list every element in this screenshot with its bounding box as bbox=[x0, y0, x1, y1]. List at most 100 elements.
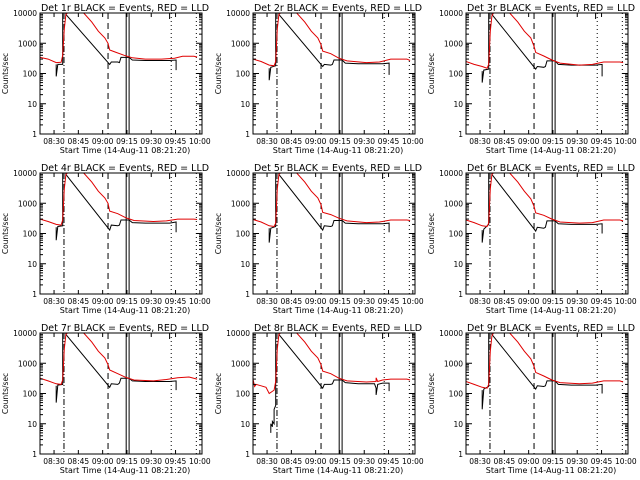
events-series bbox=[270, 333, 390, 433]
x-axis-label: Start Time (14-Aug-11 08:21:20) bbox=[273, 466, 404, 475]
y-tick-label: 100 bbox=[449, 70, 464, 79]
x-tick-label: 09:30 bbox=[353, 297, 375, 306]
x-tick-label: 10:00 bbox=[615, 457, 637, 466]
x-tick-label: 09:15 bbox=[329, 457, 351, 466]
lld-series bbox=[466, 333, 624, 389]
panel-title: Det 8r BLACK = Events, RED = LLD bbox=[254, 323, 422, 334]
x-axis-label: Start Time (14-Aug-11 08:21:20) bbox=[486, 466, 617, 475]
x-tick-label: 09:45 bbox=[591, 457, 613, 466]
x-tick-label: 09:15 bbox=[116, 297, 138, 306]
x-axis-label: Start Time (14-Aug-11 08:21:20) bbox=[60, 466, 191, 475]
y-tick-label: 10000 bbox=[439, 169, 463, 178]
y-tick-label: 1000 bbox=[18, 39, 37, 48]
y-tick-label: 1000 bbox=[444, 199, 463, 208]
panel-det-5: Det 5r BLACK = Events, RED = LLD 1 10 100 10… bbox=[214, 163, 424, 315]
y-tick-label: 1 bbox=[245, 450, 250, 459]
y-tick-label: 10 bbox=[453, 260, 463, 269]
y-tick-label: 10 bbox=[27, 420, 37, 429]
panel-det-4: Det 4r BLACK = Events, RED = LLD 1 10 100 10… bbox=[1, 163, 211, 315]
y-axis-label: Counts/sec bbox=[214, 213, 223, 254]
y-tick-label: 1 bbox=[32, 130, 37, 139]
lld-series bbox=[466, 13, 624, 69]
x-axis-label: Start Time (14-Aug-11 08:21:20) bbox=[273, 146, 404, 155]
panel-det-6: Det 6r BLACK = Events, RED = LLD 1 10 100 10… bbox=[427, 163, 637, 315]
y-tick-label: 10 bbox=[27, 260, 37, 269]
y-axis-label: Counts/sec bbox=[427, 213, 436, 254]
x-tick-label: 08:30 bbox=[256, 297, 278, 306]
y-tick-label: 100 bbox=[236, 230, 251, 239]
x-tick-label: 09:30 bbox=[566, 137, 588, 146]
x-tick-label: 09:15 bbox=[542, 457, 564, 466]
x-tick-label: 09:45 bbox=[378, 137, 400, 146]
y-tick-label: 1000 bbox=[444, 359, 463, 368]
panel-title: Det 9r BLACK = Events, RED = LLD bbox=[467, 323, 635, 334]
x-axis-label: Start Time (14-Aug-11 08:21:20) bbox=[486, 146, 617, 155]
y-axis-label: Counts/sec bbox=[1, 213, 10, 254]
x-tick-label: 08:45 bbox=[281, 297, 303, 306]
events-series bbox=[268, 173, 390, 243]
y-tick-label: 100 bbox=[23, 390, 38, 399]
x-tick-label: 10:00 bbox=[189, 137, 211, 146]
y-tick-label: 10000 bbox=[226, 169, 250, 178]
lld-series bbox=[40, 173, 198, 226]
x-tick-label: 09:30 bbox=[140, 297, 162, 306]
y-tick-label: 1000 bbox=[231, 199, 250, 208]
x-tick-label: 09:45 bbox=[165, 457, 187, 466]
panel-title: Det 2r BLACK = Events, RED = LLD bbox=[254, 3, 422, 14]
y-axis-label: Counts/sec bbox=[427, 53, 436, 94]
x-tick-label: 09:00 bbox=[92, 137, 114, 146]
x-tick-label: 08:30 bbox=[469, 297, 491, 306]
x-tick-label: 09:15 bbox=[329, 297, 351, 306]
y-tick-label: 1000 bbox=[18, 199, 37, 208]
panel-title: Det 1r BLACK = Events, RED = LLD bbox=[41, 3, 209, 14]
x-axis-label: Start Time (14-Aug-11 08:21:20) bbox=[60, 306, 191, 315]
x-tick-label: 09:15 bbox=[542, 297, 564, 306]
x-tick-label: 08:45 bbox=[494, 137, 516, 146]
x-tick-label: 08:45 bbox=[68, 137, 90, 146]
x-tick-label: 10:00 bbox=[189, 457, 211, 466]
x-tick-label: 09:00 bbox=[92, 297, 114, 306]
y-axis-label: Counts/sec bbox=[214, 373, 223, 414]
events-series bbox=[55, 13, 177, 77]
panel-det-1: Det 1r BLACK = Events, RED = LLD 1 10 100 10… bbox=[1, 3, 211, 155]
x-tick-label: 08:30 bbox=[43, 297, 65, 306]
panel-det-3: Det 3r BLACK = Events, RED = LLD 1 10 100 10… bbox=[427, 3, 637, 155]
x-tick-label: 09:15 bbox=[542, 137, 564, 146]
y-tick-label: 100 bbox=[23, 70, 38, 79]
x-tick-label: 10:00 bbox=[615, 297, 637, 306]
y-tick-label: 1 bbox=[245, 290, 250, 299]
x-tick-label: 09:45 bbox=[165, 297, 187, 306]
x-tick-label: 08:30 bbox=[43, 137, 65, 146]
x-tick-label: 08:30 bbox=[469, 457, 491, 466]
x-tick-label: 09:30 bbox=[140, 457, 162, 466]
y-tick-label: 1000 bbox=[444, 39, 463, 48]
y-tick-label: 10 bbox=[453, 100, 463, 109]
x-tick-label: 09:00 bbox=[518, 297, 540, 306]
x-tick-label: 09:15 bbox=[329, 137, 351, 146]
x-tick-label: 10:00 bbox=[402, 457, 424, 466]
panel-det-9: Det 9r BLACK = Events, RED = LLD 1 10 100 10… bbox=[427, 323, 637, 475]
x-tick-label: 09:15 bbox=[116, 457, 138, 466]
x-tick-label: 09:30 bbox=[353, 137, 375, 146]
y-axis-label: Counts/sec bbox=[427, 373, 436, 414]
y-tick-label: 100 bbox=[236, 70, 251, 79]
x-tick-label: 09:00 bbox=[518, 137, 540, 146]
y-tick-label: 1000 bbox=[231, 359, 250, 368]
x-tick-label: 10:00 bbox=[615, 137, 637, 146]
lld-series bbox=[466, 173, 624, 228]
y-tick-label: 10000 bbox=[226, 329, 250, 338]
x-tick-label: 08:30 bbox=[469, 137, 491, 146]
x-tick-label: 09:30 bbox=[566, 457, 588, 466]
x-tick-label: 09:45 bbox=[378, 457, 400, 466]
x-tick-label: 08:30 bbox=[256, 137, 278, 146]
y-axis-label: Counts/sec bbox=[1, 373, 10, 414]
y-tick-label: 100 bbox=[23, 230, 38, 239]
x-axis-label: Start Time (14-Aug-11 08:21:20) bbox=[273, 306, 404, 315]
x-tick-label: 08:45 bbox=[68, 297, 90, 306]
x-tick-label: 08:45 bbox=[281, 457, 303, 466]
x-tick-label: 08:30 bbox=[43, 457, 65, 466]
y-tick-label: 1000 bbox=[18, 359, 37, 368]
events-series bbox=[481, 173, 603, 243]
x-tick-label: 09:00 bbox=[305, 297, 327, 306]
events-series bbox=[481, 13, 603, 83]
